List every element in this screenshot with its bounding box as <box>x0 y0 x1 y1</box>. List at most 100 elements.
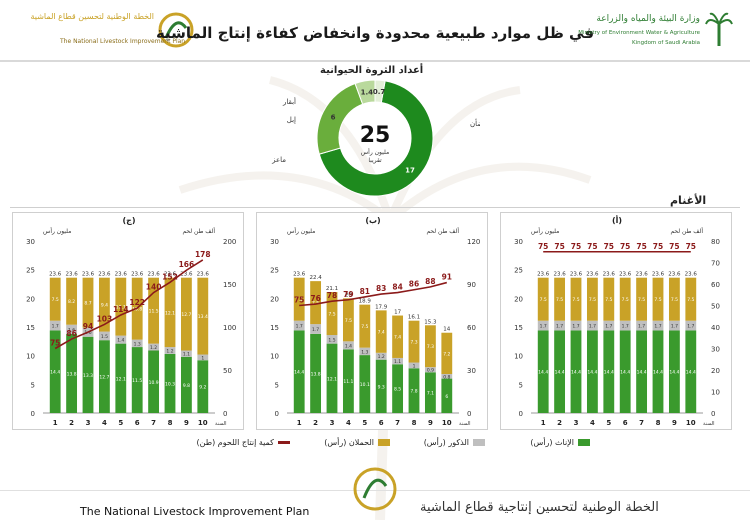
x-tick-label: 9 <box>184 419 189 427</box>
line-point-label: 75 <box>538 242 548 251</box>
bar-segment <box>619 320 631 331</box>
bar-total-label: 23.6 <box>82 272 95 278</box>
segment-value-label: 7.5 <box>605 297 612 303</box>
bar-segment <box>326 343 338 413</box>
donut-center-unit: مليون رأس <box>361 148 389 156</box>
bar-total-label: 23.6 <box>180 272 193 278</box>
bar-total-label: 23.6 <box>293 272 306 278</box>
segment-value-label: 11.5 <box>132 378 142 384</box>
left-tick-label: 10 <box>270 353 279 361</box>
donut-title: أعداد الثروة الحيوانية <box>320 65 424 76</box>
segment-value-label: 13.4 <box>198 314 208 320</box>
x-tick-label: 2 <box>313 419 318 427</box>
segment-value-label: 14.4 <box>653 370 663 376</box>
bar-total-label: 17.9 <box>375 304 388 310</box>
segment-value-label: 13.8 <box>67 371 77 377</box>
right-tick-label: 60 <box>711 281 720 289</box>
right-tick-label: 200 <box>223 238 236 246</box>
bar-segment <box>537 320 549 331</box>
bar-total-label: 23.6 <box>570 272 583 278</box>
meat-production-line <box>299 281 448 307</box>
legend-swatch-gold <box>378 439 390 446</box>
left-axis-label: مليون رأس <box>287 227 315 235</box>
bar-total-label: 23.6 <box>619 272 632 278</box>
x-tick-label: 3 <box>330 419 335 427</box>
segment-value-label: 1.7 <box>312 327 319 333</box>
bar-segment <box>82 277 94 328</box>
segment-value-label: 7.4 <box>394 335 401 341</box>
segment-value-label: 0.8 <box>443 374 450 380</box>
bar-segment <box>197 360 209 413</box>
line-point-label: 84 <box>392 283 402 292</box>
segment-value-label: 8.5 <box>394 387 401 393</box>
left-tick-label: 20 <box>26 295 35 303</box>
right-tick-label: 30 <box>467 367 476 375</box>
segment-value-label: 14.4 <box>555 370 565 376</box>
ministry-name: وزارة البيئة والمياه والزراعة <box>596 14 700 24</box>
line-point-label: 75 <box>571 242 581 251</box>
bar-segment <box>441 374 453 379</box>
bar-segment <box>392 315 404 358</box>
bar-segment <box>359 355 371 413</box>
left-tick-label: 20 <box>514 295 523 303</box>
segment-value-label: 1.7 <box>296 324 303 330</box>
bar-segment <box>293 330 305 413</box>
line-point-label: 75 <box>587 242 597 251</box>
segment-value-label: 7.5 <box>361 324 368 330</box>
segment-value-label: 7.5 <box>589 297 596 303</box>
line-point-label: 86 <box>66 329 76 338</box>
donut-slice-2 <box>316 82 364 155</box>
bar-segment <box>586 320 598 331</box>
segment-value-label: 14.4 <box>669 370 679 376</box>
line-point-label: 91 <box>442 273 452 282</box>
segment-value-label: 1.5 <box>101 334 108 340</box>
left-tick-label: 0 <box>275 410 279 418</box>
bar-total-label: 20 <box>345 292 352 298</box>
right-tick-label: 0 <box>711 410 715 418</box>
x-tick-label: 7 <box>639 419 644 427</box>
segment-value-label: 7.5 <box>671 297 678 303</box>
bar-segment <box>636 320 648 331</box>
x-tick-label: 6 <box>379 419 384 427</box>
donut-slice-1 <box>318 80 434 197</box>
left-axis-label: مليون رأس <box>43 227 71 235</box>
x-axis-label: السنة <box>215 421 227 427</box>
line-point-label: 103 <box>97 314 113 323</box>
bar-segment <box>342 341 354 350</box>
right-tick-label: 0 <box>467 410 471 418</box>
bar-segment <box>636 277 648 321</box>
line-point-label: 178 <box>195 250 211 259</box>
segment-value-label: 14.4 <box>50 370 60 376</box>
left-tick-label: 30 <box>270 238 279 246</box>
x-tick-label: 10 <box>198 419 208 427</box>
right-tick-label: 70 <box>711 260 720 268</box>
chart-title: (ب) <box>365 216 380 225</box>
bar-segment <box>652 320 664 331</box>
x-tick-label: 5 <box>362 419 367 427</box>
ministry-logo: وزارة البيئة والمياه والزراعة Ministry o… <box>578 10 736 56</box>
bar-segment <box>685 320 697 331</box>
segment-value-label: 7.2 <box>443 351 450 357</box>
right-tick-label: 90 <box>467 281 476 289</box>
x-tick-label: 2 <box>557 419 562 427</box>
right-tick-label: 0 <box>223 410 227 418</box>
line-point-label: 88 <box>425 277 435 286</box>
left-tick-label: 25 <box>270 267 279 275</box>
bar-segment <box>180 277 192 351</box>
segment-value-label: 12.7 <box>181 312 191 318</box>
footer-english: The National Livestock Improvement Plan <box>80 505 310 518</box>
line-point-label: 75 <box>653 242 663 251</box>
left-tick-label: 20 <box>270 295 279 303</box>
bar-segment <box>554 320 566 331</box>
bar-segment <box>375 352 387 360</box>
x-tick-label: 3 <box>574 419 579 427</box>
bar-total-label: 23.6 <box>197 272 210 278</box>
bar-segment <box>441 378 453 413</box>
bar-total-label: 16.1 <box>408 315 420 321</box>
bar-total-label: 23.6 <box>164 272 177 278</box>
right-axis-label: ألف طن لحم <box>670 227 703 235</box>
legend-meat: كمية إنتاج اللحوم (طن) <box>197 438 290 447</box>
bar-segment <box>537 277 549 321</box>
bar-segment <box>359 347 371 356</box>
segment-value-label: 1.7 <box>52 324 59 330</box>
